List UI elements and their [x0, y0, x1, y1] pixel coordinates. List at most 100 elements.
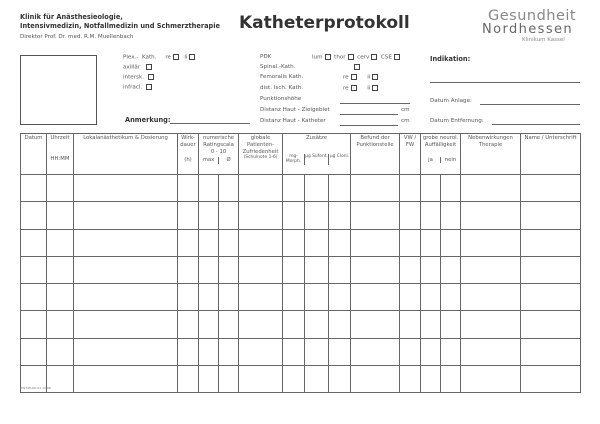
table-cell[interactable]: [440, 255, 462, 285]
table-cell[interactable]: [520, 228, 582, 257]
table-cell[interactable]: [20, 255, 47, 285]
checkbox[interactable]: [350, 85, 357, 91]
table-cell[interactable]: [420, 255, 442, 285]
table-cell[interactable]: [420, 337, 442, 367]
table-cell[interactable]: [304, 255, 330, 285]
ziel-line[interactable]: [340, 114, 398, 115]
table-cell[interactable]: [520, 337, 582, 367]
table-cell[interactable]: [217, 337, 240, 367]
table-cell[interactable]: [440, 201, 462, 230]
table-cell[interactable]: [73, 228, 178, 257]
table-cell[interactable]: [304, 283, 330, 312]
table-cell[interactable]: [399, 310, 422, 339]
table-cell[interactable]: [177, 283, 199, 312]
table-cell[interactable]: [440, 283, 462, 312]
table-cell[interactable]: [350, 201, 401, 230]
table-cell[interactable]: [520, 255, 582, 285]
table-cell[interactable]: [198, 337, 219, 367]
table-cell[interactable]: [238, 337, 284, 367]
table-cell[interactable]: [238, 228, 284, 257]
checkbox[interactable]: [393, 54, 400, 60]
table-cell[interactable]: [73, 173, 178, 203]
table-cell[interactable]: [520, 201, 582, 230]
table-cell[interactable]: [399, 283, 422, 312]
table-cell[interactable]: [238, 283, 284, 312]
table-cell[interactable]: [328, 228, 352, 257]
table-cell[interactable]: [304, 310, 330, 339]
table-cell[interactable]: [440, 228, 462, 257]
table-cell[interactable]: [198, 228, 219, 257]
table-cell[interactable]: [46, 337, 74, 367]
table-cell[interactable]: [20, 173, 47, 203]
table-cell[interactable]: [73, 337, 178, 367]
checkbox[interactable]: [350, 74, 357, 80]
table-cell[interactable]: [460, 228, 522, 257]
table-cell[interactable]: [304, 201, 330, 230]
table-cell[interactable]: [217, 173, 240, 203]
table-cell[interactable]: [282, 337, 306, 367]
table-cell[interactable]: [350, 310, 401, 339]
table-cell[interactable]: [460, 173, 522, 203]
table-cell[interactable]: [328, 255, 352, 285]
table-cell[interactable]: [328, 365, 352, 394]
checkbox[interactable]: [172, 54, 179, 60]
table-cell[interactable]: [460, 255, 522, 285]
table-cell[interactable]: [460, 201, 522, 230]
table-cell[interactable]: [198, 255, 219, 285]
table-cell[interactable]: [198, 173, 219, 203]
table-cell[interactable]: [399, 337, 422, 367]
punktion-line[interactable]: [340, 103, 410, 104]
table-cell[interactable]: [399, 173, 422, 203]
table-cell[interactable]: [217, 310, 240, 339]
table-cell[interactable]: [420, 173, 442, 203]
checkbox[interactable]: [145, 64, 152, 70]
table-cell[interactable]: [350, 337, 401, 367]
table-cell[interactable]: [520, 365, 582, 394]
table-cell[interactable]: [304, 228, 330, 257]
table-cell[interactable]: [20, 228, 47, 257]
table-cell[interactable]: [440, 310, 462, 339]
table-cell[interactable]: [328, 173, 352, 203]
table-cell[interactable]: [282, 255, 306, 285]
table-cell[interactable]: [460, 337, 522, 367]
table-cell[interactable]: [46, 310, 74, 339]
table-cell[interactable]: [198, 310, 219, 339]
table-cell[interactable]: [304, 365, 330, 394]
table-cell[interactable]: [282, 201, 306, 230]
table-cell[interactable]: [73, 365, 178, 394]
table-cell[interactable]: [177, 201, 199, 230]
checkbox[interactable]: [372, 85, 379, 91]
table-cell[interactable]: [217, 255, 240, 285]
table-cell[interactable]: [420, 310, 442, 339]
table-cell[interactable]: [73, 201, 178, 230]
checkbox[interactable]: [371, 54, 378, 60]
table-cell[interactable]: [350, 283, 401, 312]
table-cell[interactable]: [520, 310, 582, 339]
table-cell[interactable]: [217, 201, 240, 230]
table-cell[interactable]: [73, 255, 178, 285]
table-cell[interactable]: [20, 337, 47, 367]
table-cell[interactable]: [20, 283, 47, 312]
table-cell[interactable]: [217, 283, 240, 312]
checkbox[interactable]: [146, 84, 152, 90]
checkbox[interactable]: [189, 54, 196, 60]
table-cell[interactable]: [350, 173, 401, 203]
table-cell[interactable]: [20, 310, 47, 339]
table-cell[interactable]: [420, 365, 442, 394]
table-cell[interactable]: [399, 201, 422, 230]
table-cell[interactable]: [282, 283, 306, 312]
table-cell[interactable]: [73, 283, 178, 312]
table-cell[interactable]: [46, 201, 74, 230]
table-cell[interactable]: [520, 283, 582, 312]
table-cell[interactable]: [177, 173, 199, 203]
table-cell[interactable]: [420, 201, 442, 230]
checkbox[interactable]: [147, 74, 154, 80]
table-cell[interactable]: [440, 173, 462, 203]
table-cell[interactable]: [46, 173, 74, 203]
table-cell[interactable]: [328, 310, 352, 339]
table-cell[interactable]: [328, 201, 352, 230]
table-cell[interactable]: [282, 365, 306, 394]
table-cell[interactable]: [350, 255, 401, 285]
table-cell[interactable]: [460, 365, 522, 394]
table-cell[interactable]: [399, 228, 422, 257]
